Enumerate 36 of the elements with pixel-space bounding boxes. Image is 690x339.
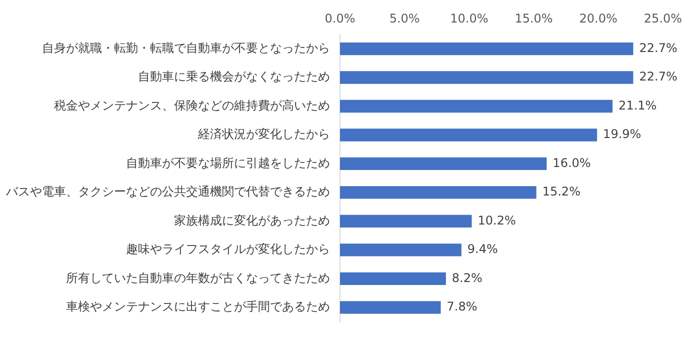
bar: [340, 71, 634, 84]
y-tick-label: 経済状況が変化したから: [197, 127, 330, 142]
x-tick-label: 5.0%: [389, 11, 420, 26]
bar: [340, 128, 598, 142]
bar: [340, 244, 462, 256]
data-label: 9.4%: [467, 242, 498, 256]
data-label: 22.7%: [639, 70, 678, 84]
y-tick-label: 自身が就職・転勤・転職で自動車が不要となったから: [42, 40, 330, 55]
y-tick-label: 趣味やライフスタイルが変化したから: [126, 242, 330, 256]
x-tick-label: 10.0%: [450, 11, 488, 26]
y-tick-label: 自動車に乗る機会がなくなったため: [138, 70, 330, 84]
data-label: 21.1%: [618, 98, 657, 112]
data-label: 7.8%: [446, 300, 478, 314]
data-label: 15.2%: [542, 184, 580, 199]
y-tick-label: 自動車が不要な場所に引越をしたため: [126, 156, 330, 170]
bar: [340, 157, 547, 170]
y-tick-label: 車検やメンテナンスに出すことが手間であるため: [66, 300, 330, 314]
data-label: 19.9%: [603, 127, 642, 142]
y-tick-label: バスや電車、タクシーなどの公共交通機関で代替できるため: [5, 184, 330, 199]
bar: [340, 301, 441, 314]
data-label: 22.7%: [639, 40, 678, 55]
x-tick-label: 25.0%: [644, 11, 682, 26]
data-label: 16.0%: [552, 156, 591, 170]
x-tick-label: 20.0%: [579, 11, 618, 26]
data-label: 10.2%: [478, 213, 516, 228]
y-tick-label: 税金やメンテナンス、保険などの維持費が高いため: [54, 98, 330, 112]
bar: [340, 186, 536, 199]
x-tick-label: 0.0%: [324, 11, 356, 26]
bar: [340, 272, 446, 286]
data-label: 8.2%: [452, 270, 482, 285]
y-tick-label: 所有していた自動車の年数が古くなってきたため: [66, 270, 330, 285]
bar: [340, 42, 634, 56]
x-tick-label: 15.0%: [514, 11, 553, 26]
bar: [340, 214, 472, 228]
bar: [340, 100, 613, 113]
y-tick-label: 家族構成に変化があったため: [174, 213, 330, 228]
